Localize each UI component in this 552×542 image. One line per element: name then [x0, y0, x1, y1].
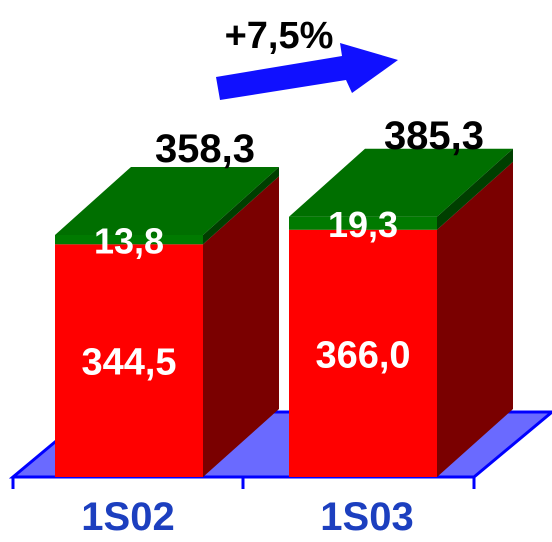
bar-top-1S02: [55, 166, 279, 235]
data-label-1S03-s0: 366,0: [315, 334, 410, 376]
total-label-1S03: 385,3: [384, 114, 484, 158]
total-label-1S02: 358,3: [155, 127, 255, 171]
bar-side-1S02-s1: [203, 166, 279, 245]
data-label-1S02-s0: 344,5: [81, 342, 176, 384]
bar-front-1S03-s0: [289, 229, 437, 477]
growth-annotation: +7,5%: [225, 15, 334, 57]
data-label-1S03-s1: 19,3: [328, 204, 398, 245]
bar-side-1S03-s1: [437, 148, 513, 230]
growth-arrow: [216, 43, 398, 100]
bar-top-1S03: [289, 148, 513, 217]
bar-front-1S02-s1: [55, 234, 203, 245]
x-tick-label-1S03: 1S03: [320, 495, 413, 539]
data-label-1S02-s1: 13,8: [94, 221, 164, 262]
x-tick-label-1S02: 1S02: [81, 495, 174, 539]
bar-side-1S02-s0: [203, 176, 279, 477]
bar-front-1S03-s1: [289, 216, 437, 230]
bar-front-1S02-s0: [55, 244, 203, 477]
bar-side-1S03-s0: [437, 161, 513, 477]
